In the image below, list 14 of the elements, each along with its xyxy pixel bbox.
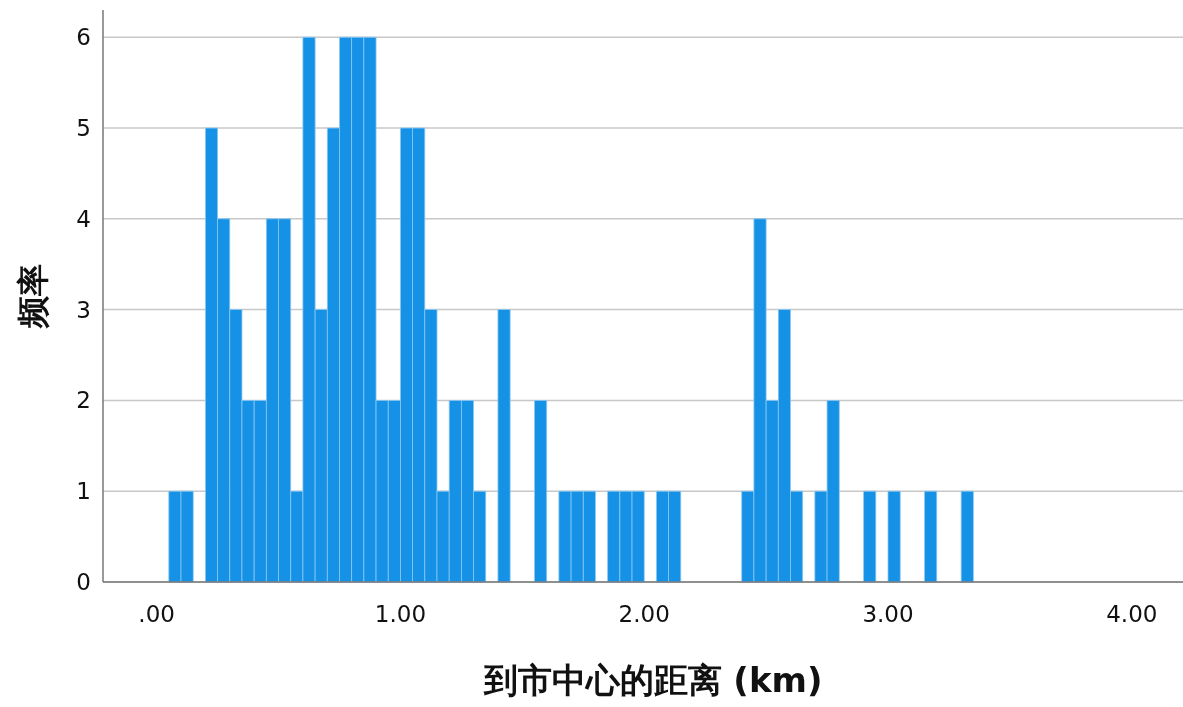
y-tick-label: 6 bbox=[76, 24, 91, 51]
x-tick-label: .00 bbox=[138, 601, 175, 627]
y-tick-label: 5 bbox=[76, 115, 91, 142]
x-tick-label: 1.00 bbox=[374, 601, 427, 627]
y-tick-label: 3 bbox=[76, 296, 91, 323]
x-tick-label: 4.00 bbox=[1106, 601, 1158, 627]
y-tick-label: 4 bbox=[76, 205, 91, 232]
y-tick-label: 0 bbox=[76, 569, 91, 595]
x-tick-label: 3.00 bbox=[862, 601, 914, 627]
x-tick-label: 2.00 bbox=[618, 601, 670, 627]
y-tick-label: 1 bbox=[76, 478, 91, 505]
y-tick-label: 2 bbox=[76, 387, 91, 414]
y-axis-title: 频率 bbox=[14, 264, 52, 329]
x-axis-title: 到市中心的距离 (km) bbox=[482, 660, 823, 700]
